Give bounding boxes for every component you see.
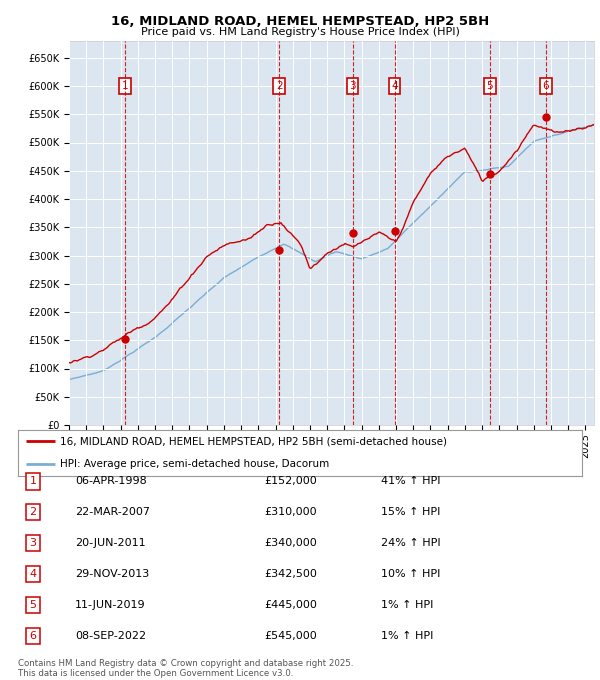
Text: 4: 4 (391, 81, 398, 91)
Text: 06-APR-1998: 06-APR-1998 (75, 477, 147, 486)
Text: 29-NOV-2013: 29-NOV-2013 (75, 569, 149, 579)
Text: 22-MAR-2007: 22-MAR-2007 (75, 507, 150, 517)
Text: 6: 6 (542, 81, 549, 91)
Text: 1% ↑ HPI: 1% ↑ HPI (381, 631, 433, 641)
Text: 16, MIDLAND ROAD, HEMEL HEMPSTEAD, HP2 5BH: 16, MIDLAND ROAD, HEMEL HEMPSTEAD, HP2 5… (111, 15, 489, 28)
Text: 5: 5 (487, 81, 493, 91)
Text: 24% ↑ HPI: 24% ↑ HPI (381, 539, 440, 548)
Text: 5: 5 (29, 600, 37, 610)
Text: 1: 1 (29, 477, 37, 486)
Text: 6: 6 (29, 631, 37, 641)
Text: 1% ↑ HPI: 1% ↑ HPI (381, 600, 433, 610)
Text: 3: 3 (29, 539, 37, 548)
Text: £545,000: £545,000 (264, 631, 317, 641)
Text: £445,000: £445,000 (264, 600, 317, 610)
Text: 08-SEP-2022: 08-SEP-2022 (75, 631, 146, 641)
Text: 11-JUN-2019: 11-JUN-2019 (75, 600, 146, 610)
Text: 2: 2 (276, 81, 283, 91)
Text: £342,500: £342,500 (264, 569, 317, 579)
Text: 2: 2 (29, 507, 37, 517)
Text: 16, MIDLAND ROAD, HEMEL HEMPSTEAD, HP2 5BH (semi-detached house): 16, MIDLAND ROAD, HEMEL HEMPSTEAD, HP2 5… (60, 437, 448, 446)
Text: £152,000: £152,000 (264, 477, 317, 486)
Text: 4: 4 (29, 569, 37, 579)
Text: 20-JUN-2011: 20-JUN-2011 (75, 539, 146, 548)
Text: £340,000: £340,000 (264, 539, 317, 548)
Text: 1: 1 (122, 81, 128, 91)
Text: 10% ↑ HPI: 10% ↑ HPI (381, 569, 440, 579)
Text: 41% ↑ HPI: 41% ↑ HPI (381, 477, 440, 486)
Text: HPI: Average price, semi-detached house, Dacorum: HPI: Average price, semi-detached house,… (60, 460, 329, 469)
Text: Price paid vs. HM Land Registry's House Price Index (HPI): Price paid vs. HM Land Registry's House … (140, 27, 460, 37)
Text: £310,000: £310,000 (264, 507, 317, 517)
Text: 3: 3 (349, 81, 356, 91)
Text: 15% ↑ HPI: 15% ↑ HPI (381, 507, 440, 517)
Text: Contains HM Land Registry data © Crown copyright and database right 2025.
This d: Contains HM Land Registry data © Crown c… (18, 658, 353, 678)
